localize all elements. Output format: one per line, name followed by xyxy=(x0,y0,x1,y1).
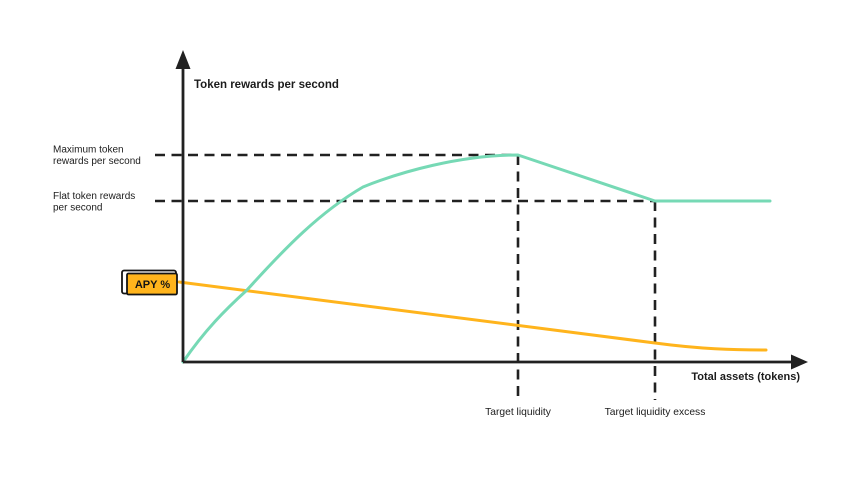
flat-rewards-label-line1: Flat token rewards xyxy=(53,191,135,202)
chart-title: Token rewards per second xyxy=(194,79,339,91)
apy-badge-front-face xyxy=(126,272,178,296)
max-rewards-label: Maximum token rewards per second xyxy=(53,145,141,168)
y-axis-arrow-icon xyxy=(175,50,191,69)
max-rewards-label-line1: Maximum token xyxy=(53,145,124,156)
flat-rewards-label-line2: per second xyxy=(53,203,102,214)
token-rewards-curve xyxy=(181,153,772,364)
x-axis-label: Total assets (tokens) xyxy=(691,371,800,383)
flat-rewards-label: Flat token rewards per second xyxy=(53,191,135,214)
x-axis xyxy=(183,354,808,370)
apy-curve xyxy=(177,280,768,352)
max-rewards-label-line2: rewards per second xyxy=(53,156,141,167)
x-axis-arrow-icon xyxy=(791,354,808,370)
apy-badge: APY % xyxy=(121,269,178,296)
target-liquidity-excess-label: Target liquidity excess xyxy=(605,407,706,418)
apy-badge-label: APY % xyxy=(135,279,170,291)
y-axis xyxy=(175,50,191,362)
target-liquidity-label: Target liquidity xyxy=(485,407,552,418)
